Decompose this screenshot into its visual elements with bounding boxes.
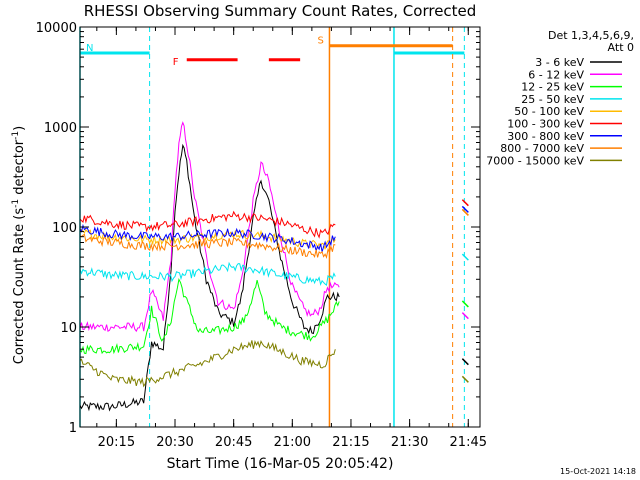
- series-line-4: [79, 261, 336, 287]
- late-point-1: [461, 358, 469, 366]
- late-point-3: [461, 300, 469, 308]
- legend-label-4: 25 - 50 keV: [521, 93, 584, 106]
- x-tick-label: 21:30: [391, 435, 428, 450]
- x-tick-label: 20:15: [98, 435, 135, 450]
- y-axis-label: Corrected Count Rate (s-1 detector-1): [11, 126, 27, 364]
- late-point-2: [461, 312, 469, 320]
- legend-label-1: 3 - 6 keV: [535, 56, 584, 69]
- x-tick-label: 20:30: [156, 435, 193, 450]
- series-line-3: [79, 278, 340, 355]
- x-tick-label: 21:45: [450, 435, 487, 450]
- late-point-6: [461, 199, 469, 207]
- series-line-9: [79, 339, 336, 388]
- y-tick-label: 1: [69, 421, 77, 436]
- y-axis-label-end: ): [12, 126, 27, 131]
- series-line-6: [79, 210, 336, 239]
- legend-label-8: 800 - 7000 keV: [500, 142, 584, 155]
- series-line-2: [79, 121, 340, 333]
- series-layer: [79, 121, 469, 412]
- late-point-7: [461, 205, 469, 213]
- y-tick-label: 10: [60, 321, 77, 336]
- series-line-1: [79, 143, 340, 412]
- legend-label-6: 100 - 300 keV: [507, 118, 584, 131]
- marker-label-n: N: [86, 43, 93, 54]
- series-line-7: [79, 223, 336, 253]
- legend-label-5: 50 - 100 keV: [514, 105, 584, 118]
- series-line-8: [79, 233, 336, 259]
- legend-header-line2: Att 0: [608, 41, 634, 54]
- late-point-4: [461, 253, 469, 261]
- legend-header-line1: Det 1,3,4,5,6,9,: [548, 29, 634, 42]
- marker-label-s: S: [317, 36, 323, 47]
- legend-label-7: 300 - 800 keV: [507, 130, 584, 143]
- late-point-8: [461, 208, 469, 216]
- late-point-9: [461, 375, 469, 383]
- x-tick-label: 20:45: [215, 435, 252, 450]
- legend-label-3: 12 - 25 keV: [521, 81, 584, 94]
- x-axis-label: Start Time (16-Mar-05 20:05:42): [167, 456, 394, 472]
- ticks: 20:15 20:30 20:45 21:00 21:15 21:30 21:45 1 10 10…: [36, 21, 487, 450]
- footer-date: 15-Oct-2021 14:18: [560, 467, 636, 476]
- y-axis-label-mid: detector: [12, 139, 27, 199]
- y-axis-label-main: Corrected Count Rate (s: [12, 208, 27, 365]
- y-axis-label-sup1: -1: [11, 199, 21, 208]
- y-tick-label: 10000: [36, 21, 77, 36]
- y-tick-label: 100: [52, 221, 77, 236]
- legend-label-2: 6 - 12 keV: [528, 68, 584, 81]
- x-tick-label: 21:00: [274, 435, 311, 450]
- legend-label-9: 7000 - 15000 keV: [486, 154, 584, 167]
- x-tick-label: 21:15: [332, 435, 369, 450]
- y-tick-label: 1000: [44, 121, 77, 136]
- marker-label-f: F: [173, 57, 179, 68]
- chart-title: RHESSI Observing Summary Count Rates, Co…: [84, 2, 477, 20]
- y-axis-label-sup2: -1: [11, 131, 21, 140]
